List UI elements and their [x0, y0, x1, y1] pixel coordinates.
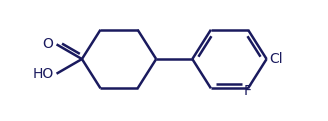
Text: F: F [244, 84, 252, 98]
Text: Cl: Cl [270, 52, 283, 66]
Text: HO: HO [32, 67, 53, 81]
Text: O: O [43, 37, 53, 51]
